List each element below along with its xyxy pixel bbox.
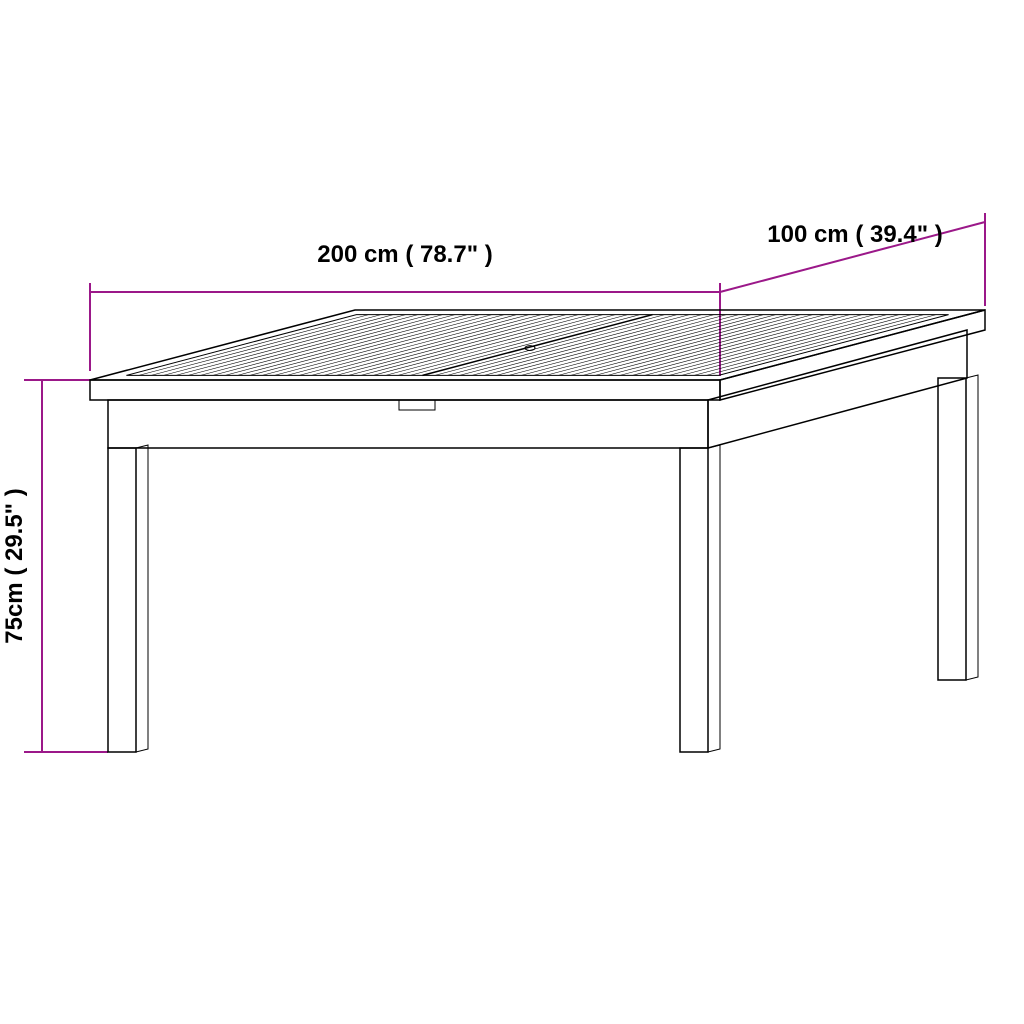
dim-height-label: 75cm ( 29.5" ) — [1, 488, 28, 643]
dimension-lines — [24, 213, 985, 752]
top-thickness-front — [90, 380, 720, 400]
leg-front-right — [680, 448, 708, 752]
leg-front-left-side — [136, 445, 148, 752]
leg-back-right — [938, 378, 966, 680]
apron-front — [108, 400, 708, 448]
leg-front-left — [108, 448, 136, 752]
apron-center-notch — [399, 400, 435, 410]
leg-back-right-side — [966, 375, 978, 680]
leg-front-right-side — [708, 445, 720, 752]
dim-width-label: 200 cm ( 78.7" ) — [317, 241, 492, 268]
table-drawing — [90, 310, 985, 752]
apron-right — [708, 330, 967, 448]
dim-depth-label: 100 cm ( 39.4" ) — [767, 221, 942, 248]
dimension-labels: 200 cm ( 78.7" ) 100 cm ( 39.4" ) 75cm ( 2… — [1, 221, 943, 644]
